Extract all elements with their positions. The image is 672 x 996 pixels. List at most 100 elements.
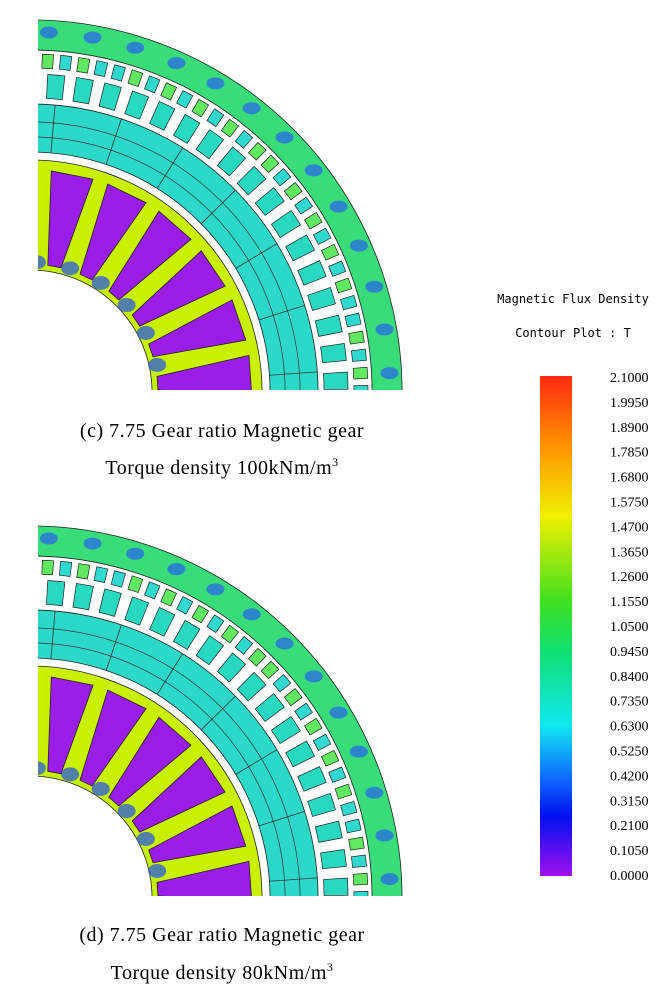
flux-spot: [38, 255, 46, 270]
flux-spot: [61, 261, 80, 276]
pole-piece: [285, 740, 316, 768]
pole-piece: [254, 693, 285, 722]
pole-piece: [307, 792, 336, 817]
slot: [303, 211, 323, 230]
pole-piece: [216, 146, 247, 177]
tick-label: 0.4200: [610, 769, 649, 784]
ring-divider: [200, 189, 236, 225]
tick-label: 1.9950: [610, 396, 649, 411]
slot: [352, 872, 369, 886]
slot: [110, 570, 126, 588]
rotor-magnet: [0, 170, 36, 265]
pole-piece: [46, 580, 66, 607]
flux-spot: [126, 547, 145, 560]
tick-label: 1.1550: [610, 595, 649, 610]
caption: Torque density 80kNm/m3: [111, 960, 334, 984]
slot: [353, 385, 369, 390]
pole-piece: [307, 286, 336, 311]
pole-piece: [195, 129, 225, 160]
slot: [234, 129, 254, 149]
slot: [176, 596, 194, 615]
rotor-magnet: [131, 756, 226, 833]
ring-line: [38, 627, 301, 896]
slot: [24, 54, 35, 68]
tick-label: 0.7350: [610, 695, 649, 710]
tick-label: 1.7850: [610, 446, 649, 461]
ring-divider: [235, 243, 278, 269]
flux-spot: [39, 532, 58, 545]
tick-label: 0.5250: [610, 745, 649, 760]
contour-plot: [0, 525, 403, 924]
flux-spot: [206, 583, 225, 596]
slot: [176, 90, 194, 109]
slot: [191, 98, 210, 118]
ring-divider: [105, 624, 122, 671]
flux-spot: [304, 670, 323, 683]
superscript: 3: [327, 960, 334, 974]
rotor-magnet: [0, 676, 36, 771]
slot: [191, 604, 210, 624]
slot: [41, 559, 54, 576]
flux-spot: [242, 608, 261, 621]
slot: [320, 243, 340, 261]
slot: [350, 854, 367, 868]
slot: [93, 60, 109, 78]
slot: [58, 55, 73, 71]
pole-piece: [19, 74, 36, 98]
ring-line: [38, 642, 286, 896]
flux-spot: [206, 77, 225, 90]
slot: [206, 614, 225, 634]
pole-piece: [320, 848, 347, 870]
caption: (c) 7.75 Gear ratio Magnetic gear: [80, 420, 364, 442]
flux-spot: [365, 280, 384, 293]
legend-title: Magnetic Flux Density: [497, 292, 649, 306]
slot: [272, 167, 292, 187]
slot: [144, 581, 161, 600]
pole-piece: [216, 652, 247, 683]
flux-spot: [380, 873, 399, 886]
ring-divider: [105, 118, 122, 165]
pole-piece: [72, 77, 94, 105]
slot: [247, 647, 267, 667]
outer-stator: [38, 525, 403, 896]
flux-spot: [61, 767, 80, 782]
rotor-magnet: [148, 805, 247, 864]
caption: (d) 7.75 Gear ratio Magnetic gear: [79, 924, 364, 946]
slot: [334, 277, 353, 294]
flux-spot: [349, 745, 368, 758]
slot: [76, 57, 91, 74]
pole-piece: [323, 906, 348, 924]
tick-label: 0.3150: [610, 794, 649, 809]
slot: [272, 673, 292, 693]
flux-spot: [39, 26, 58, 39]
flux-spot: [275, 131, 294, 144]
flux-spot: [91, 781, 110, 796]
pole-piece: [314, 820, 343, 843]
caption-text: Torque density 80kNm/m: [111, 962, 327, 984]
slot: [340, 801, 358, 817]
rotor-magnet: [79, 689, 147, 787]
contour-plot: [0, 19, 403, 418]
slot: [110, 64, 126, 82]
pole-piece: [124, 90, 150, 120]
slot: [328, 766, 347, 783]
slot: [234, 635, 254, 655]
slot: [127, 575, 144, 594]
slot: [344, 312, 362, 328]
flux-spot: [83, 31, 102, 44]
slot: [160, 82, 178, 101]
rotor-magnet: [148, 299, 247, 358]
rotor-magnet: [131, 250, 226, 327]
ring-divider: [156, 653, 183, 695]
flux-spot: [304, 164, 323, 177]
magnet-ring: [38, 103, 319, 390]
caption: Torque density 100kNm/m3: [105, 455, 338, 479]
slot: [220, 118, 240, 138]
pole-piece: [323, 400, 348, 418]
pole-piece: [323, 371, 349, 390]
slot: [348, 836, 365, 851]
ring-line: [38, 136, 286, 390]
slot: [127, 69, 144, 88]
slot: [41, 53, 54, 70]
